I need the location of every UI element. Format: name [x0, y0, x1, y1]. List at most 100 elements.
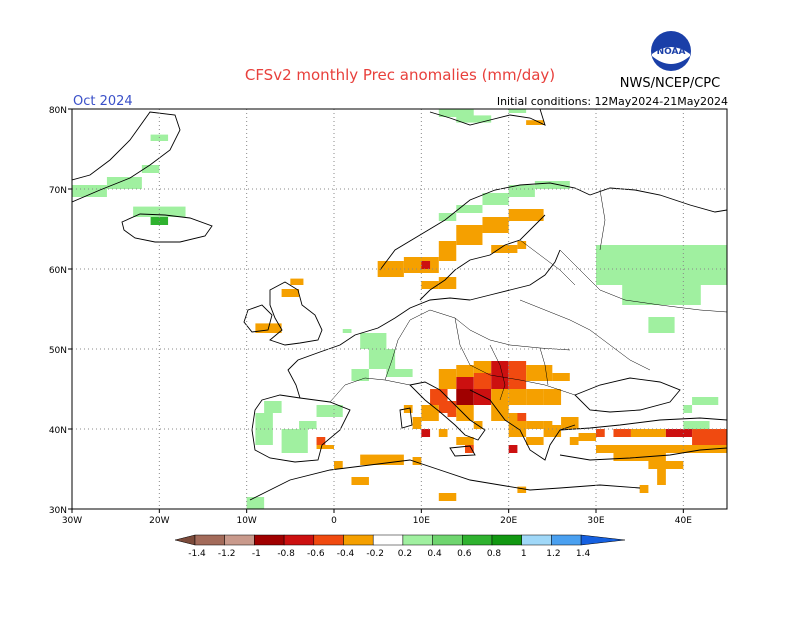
anomaly-cell	[456, 377, 474, 389]
anomaly-cell	[264, 401, 282, 413]
anomaly-cell	[657, 477, 666, 485]
legend-swatch	[343, 534, 374, 546]
anomaly-cell	[552, 373, 570, 381]
anomaly-cell	[438, 277, 457, 289]
legend-label: -0.8	[277, 549, 295, 559]
anomaly-cell	[456, 365, 474, 377]
anomaly-cell	[456, 205, 483, 213]
anomaly-cell	[456, 225, 483, 245]
anomaly-cell	[456, 389, 474, 405]
legend-label: 1.4	[576, 549, 591, 559]
anomaly-cell	[141, 165, 160, 173]
anomaly-cell	[482, 217, 509, 233]
legend-label: -0.6	[307, 549, 325, 559]
anomaly-cell	[106, 177, 142, 189]
anomaly-cell	[438, 241, 457, 261]
anomaly-cell	[342, 329, 352, 333]
anomaly-cell	[692, 397, 719, 405]
anomaly-cell	[508, 109, 527, 113]
anomaly-cell	[246, 497, 265, 509]
legend-swatch	[462, 534, 493, 546]
anomaly-cell	[316, 437, 326, 445]
anomaly-cell	[639, 485, 649, 493]
anomaly-cell	[491, 245, 518, 253]
legend-label: -1.2	[218, 549, 236, 559]
anomaly-cell	[683, 405, 693, 413]
legend-swatch	[283, 534, 315, 546]
lat-tick-label: 70N	[49, 186, 67, 196]
legend-swatch	[432, 534, 463, 546]
graticule	[72, 109, 727, 509]
lon-tick-label: 30E	[587, 516, 604, 526]
anomaly-cell	[456, 115, 492, 123]
anomaly-cell	[526, 389, 544, 405]
anomaly-cell	[360, 454, 404, 465]
anomaly-cell	[596, 445, 727, 453]
anomaly-cell	[482, 193, 509, 205]
anomaly-cell	[438, 213, 457, 221]
anomaly-cell	[438, 369, 457, 377]
anomaly-cell	[72, 185, 107, 197]
lon-tick-label: 10W	[236, 516, 256, 526]
chart-title: CFSv2 monthly Prec anomalies (mm/day)	[244, 66, 556, 84]
anomaly-cell	[299, 421, 317, 429]
anomaly-cell	[692, 429, 727, 445]
anomaly-cell	[569, 437, 579, 445]
anomaly-cell	[290, 278, 304, 285]
anomaly-cell	[526, 120, 544, 125]
anomaly-layer	[72, 109, 727, 509]
anomaly-cell	[517, 486, 527, 493]
anomaly-cell	[412, 457, 422, 465]
lat-tick-label: 40N	[49, 426, 67, 436]
initial-conditions: Initial conditions: 12May2024-21May2024	[496, 95, 728, 108]
lon-tick-label: 40E	[675, 516, 692, 526]
map-frame	[71, 108, 728, 510]
lon-tick-label: 30W	[62, 516, 82, 526]
anomaly-cell	[613, 429, 631, 437]
anomaly-cell	[368, 349, 396, 369]
legend-label: -1	[252, 549, 261, 559]
anomaly-cell	[543, 421, 553, 425]
axis-labels: 30N 40N 50N 60N 70N 80N 30W 20W 10W 0 10E 20E 30E 40E	[49, 106, 692, 526]
anomaly-cell	[421, 261, 431, 269]
anomaly-cell	[133, 206, 186, 217]
anomaly-cell	[517, 241, 527, 249]
lon-tick-label: 20W	[149, 516, 169, 526]
forecast-month: Oct 2024	[73, 94, 133, 109]
legend-label: -0.2	[366, 549, 384, 559]
legend-label: -1.4	[188, 549, 206, 559]
anomaly-cell	[491, 373, 509, 389]
legend-label: 0.8	[487, 549, 502, 559]
anomaly-cell	[438, 377, 457, 389]
country-borders	[329, 189, 727, 403]
lon-tick-label: 10E	[413, 516, 430, 526]
coastlines	[72, 109, 727, 501]
anomaly-cell	[456, 437, 474, 445]
lat-tick-label: 50N	[49, 346, 67, 356]
anomaly-cell	[508, 429, 527, 437]
legend-label: 0.6	[457, 549, 472, 559]
anomaly-cell	[517, 413, 527, 421]
anomaly-cell	[526, 365, 553, 381]
legend-swatch	[224, 534, 255, 546]
anomaly-cell	[508, 389, 527, 405]
anomaly-cell	[622, 285, 701, 305]
anomaly-cell	[491, 389, 509, 405]
anomaly-cell	[526, 437, 544, 445]
anomaly-cell	[421, 281, 439, 289]
anomaly-cell	[508, 209, 544, 221]
legend-swatch	[313, 534, 344, 546]
legend-label: -0.4	[337, 549, 355, 559]
anomaly-cell	[386, 369, 413, 377]
legend-swatch	[402, 534, 433, 546]
anomaly-cell	[508, 445, 518, 453]
anomaly-cell	[456, 405, 474, 421]
anomaly-cell	[281, 429, 308, 453]
anomaly-cell	[351, 369, 369, 381]
legend-label: 1	[521, 549, 527, 559]
anomaly-cell	[412, 417, 422, 429]
lat-tick-label: 30N	[49, 506, 67, 516]
anomaly-cell	[334, 461, 343, 469]
legend-label: 0.4	[427, 549, 442, 559]
